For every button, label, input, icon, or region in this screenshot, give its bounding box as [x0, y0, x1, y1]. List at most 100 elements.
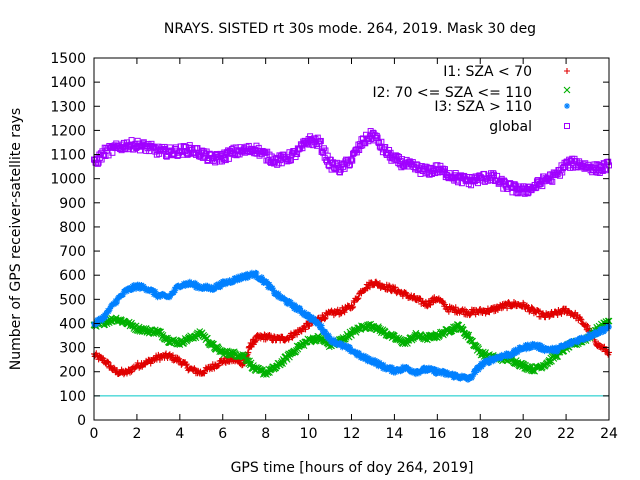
data-point	[322, 315, 329, 322]
data-point	[525, 363, 533, 371]
data-point	[527, 344, 534, 351]
data-point	[275, 290, 282, 297]
x-tick-label: 4	[175, 426, 184, 442]
data-point	[491, 171, 498, 178]
data-point	[291, 305, 298, 312]
data-point	[524, 190, 531, 197]
data-point	[272, 291, 279, 298]
data-point	[287, 299, 294, 306]
data-point	[359, 355, 366, 362]
data-point	[215, 362, 222, 369]
data-point	[282, 296, 289, 303]
data-point	[356, 349, 363, 356]
data-point	[386, 282, 393, 289]
data-point	[195, 282, 202, 289]
data-point	[569, 340, 576, 347]
legend-marker-2	[563, 86, 571, 94]
data-point	[172, 287, 179, 294]
x-tick-label: 12	[343, 426, 361, 442]
data-point	[183, 361, 190, 368]
data-point	[326, 333, 333, 340]
data-point	[515, 347, 522, 354]
data-point	[251, 273, 258, 280]
data-point	[419, 368, 426, 375]
data-point	[586, 331, 593, 338]
data-point	[504, 305, 511, 312]
data-point	[225, 155, 232, 162]
data-point	[136, 147, 143, 154]
data-point	[341, 165, 348, 172]
data-point	[206, 150, 213, 157]
data-point	[166, 294, 173, 301]
data-point	[558, 310, 565, 317]
data-point	[348, 156, 355, 163]
data-point	[152, 288, 159, 295]
data-point	[375, 363, 382, 370]
data-point	[206, 284, 213, 291]
data-point	[539, 343, 546, 350]
y-tick-label: 1200	[50, 123, 86, 139]
data-point	[317, 137, 324, 144]
data-point	[452, 304, 459, 311]
data-point	[434, 162, 441, 169]
data-point	[352, 348, 359, 355]
chart-title: NRAYS. SISTED rt 30s mode. 264, 2019. Ma…	[164, 21, 536, 37]
data-point	[566, 341, 573, 348]
data-point	[349, 304, 356, 311]
data-point	[514, 349, 521, 356]
data-point	[547, 177, 554, 184]
data-point	[248, 272, 255, 279]
data-point	[472, 369, 479, 376]
series-4	[91, 128, 612, 197]
data-point	[604, 159, 611, 166]
y-tick-label: 400	[59, 316, 86, 332]
data-point	[100, 315, 107, 322]
data-point	[208, 283, 215, 290]
data-point	[349, 157, 356, 164]
data-point	[425, 367, 432, 374]
data-point	[554, 347, 561, 354]
data-point	[147, 360, 154, 367]
data-point	[355, 295, 362, 302]
data-point	[546, 313, 553, 320]
x-tick-label: 14	[386, 426, 404, 442]
data-point	[123, 286, 130, 293]
data-point	[297, 305, 304, 312]
data-point	[151, 144, 158, 151]
y-tick-label: 800	[59, 220, 86, 236]
y-tick-label: 1000	[50, 172, 86, 188]
data-point	[505, 299, 512, 306]
y-tick-label: 600	[59, 268, 86, 284]
x-tick-label: 18	[471, 426, 489, 442]
data-point	[120, 371, 127, 378]
data-point	[287, 157, 294, 164]
x-tick-label: 6	[218, 426, 227, 442]
y-tick-label: 0	[77, 413, 86, 429]
series-2	[90, 314, 613, 378]
data-point	[394, 153, 401, 160]
data-point	[550, 348, 557, 355]
y-tick-label: 700	[59, 244, 86, 260]
data-point	[577, 315, 584, 322]
data-point	[123, 288, 130, 295]
data-point	[469, 373, 476, 380]
data-point	[277, 359, 285, 367]
data-point	[549, 178, 556, 185]
data-point	[411, 292, 418, 299]
legend-marker-3	[564, 103, 570, 109]
data-point	[371, 358, 378, 365]
data-point	[107, 305, 114, 312]
data-point	[113, 298, 120, 305]
data-point	[449, 370, 456, 377]
y-tick-label: 1500	[50, 51, 86, 67]
data-point	[102, 314, 109, 321]
data-point	[266, 281, 273, 288]
data-point	[271, 333, 278, 340]
data-point	[366, 356, 373, 363]
y-tick-label: 500	[59, 292, 86, 308]
data-point	[294, 307, 301, 314]
data-point	[201, 370, 208, 377]
data-point	[308, 313, 315, 320]
data-point	[269, 285, 276, 292]
